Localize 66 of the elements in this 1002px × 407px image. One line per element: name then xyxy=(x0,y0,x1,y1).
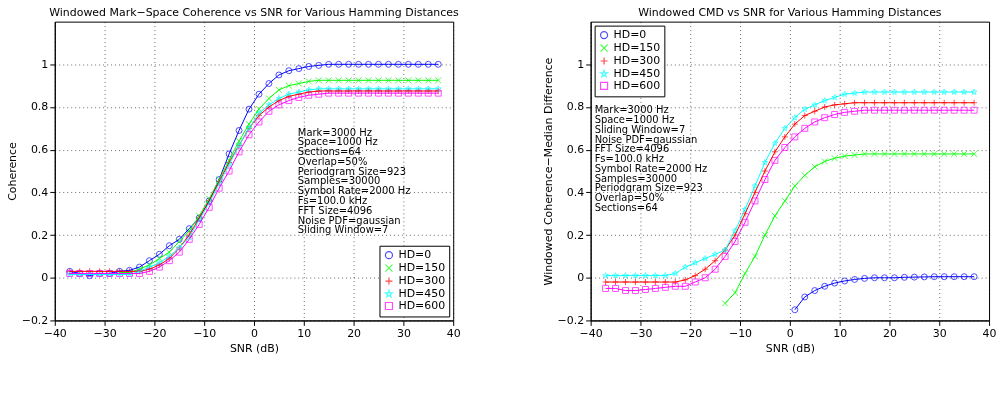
x-tick-label: 30 xyxy=(932,326,947,340)
x-tick-label: 10 xyxy=(833,326,848,340)
annotation: Sections=64 xyxy=(297,146,361,158)
y-tick-label: −0.2 xyxy=(557,313,585,327)
y-tick-label: 0.4 xyxy=(30,185,49,199)
x-tick-label: 40 xyxy=(982,326,997,340)
annotation: Overlap=50% xyxy=(594,192,665,204)
x-tick-label: −10 xyxy=(729,326,753,340)
x-tick-label: −30 xyxy=(93,326,117,340)
y-tick-label: −0.2 xyxy=(21,313,49,327)
x-tick-label: −10 xyxy=(193,326,217,340)
x-tick-label: −20 xyxy=(679,326,703,340)
x-tick-label: 30 xyxy=(396,326,411,340)
x-tick-label: 0 xyxy=(786,326,794,340)
legend-label: HD=150 xyxy=(398,261,446,275)
x-tick-label: −30 xyxy=(629,326,653,340)
y-tick-label: 0.4 xyxy=(566,185,585,199)
x-tick-label: −40 xyxy=(579,326,603,340)
annotation: Fs=100.0 kHz xyxy=(297,195,368,206)
chart-title: Windowed CMD vs SNR for Various Hamming Distances xyxy=(638,5,942,19)
x-tick-label: −40 xyxy=(43,326,67,340)
legend-label: HD=450 xyxy=(398,287,446,301)
legend-label: HD=450 xyxy=(613,66,661,80)
y-tick-label: 0.2 xyxy=(566,228,585,242)
y-tick-label: 0 xyxy=(41,271,49,285)
x-tick-label: 0 xyxy=(251,326,258,340)
annotation: Sliding Window=7 xyxy=(594,123,686,135)
y-tick-label: 0.8 xyxy=(566,100,585,114)
y-tick-label: 0.6 xyxy=(566,143,585,157)
annotation: FFT Size=4096 xyxy=(594,143,670,155)
legend-label: HD=300 xyxy=(613,53,661,67)
y-tick-label: 0.2 xyxy=(30,228,49,242)
annotation: FFT Size=4096 xyxy=(297,204,373,216)
legend-label: HD=300 xyxy=(398,274,446,288)
y-tick-label: 0 xyxy=(577,271,585,285)
annotation: Mark=3000 Hz xyxy=(594,104,669,116)
x-tick-label: 20 xyxy=(347,326,362,340)
annotation: Samples=30000 xyxy=(297,175,381,187)
legend-label: HD=150 xyxy=(613,41,661,55)
annotation: Overlap=50% xyxy=(297,155,368,167)
annotation: Periodgram Size=923 xyxy=(594,182,703,194)
y-axis-title: Coherence xyxy=(5,141,19,201)
chart-title: Windowed Mark−Space Coherence vs SNR for Various Hamming Distances xyxy=(49,5,460,19)
x-tick-label: −20 xyxy=(143,326,167,340)
x-axis-title: SNR (dB) xyxy=(765,341,815,355)
x-axis-title: SNR (dB) xyxy=(229,341,280,355)
y-tick-label: 0.6 xyxy=(30,143,49,157)
y-tick-label: 1 xyxy=(577,57,585,71)
annotation: Space=1000 Hz xyxy=(594,114,675,126)
y-tick-label: 0.8 xyxy=(30,100,49,114)
x-tick-label: 20 xyxy=(882,326,897,340)
y-tick-label: 1 xyxy=(41,57,49,71)
x-tick-label: 10 xyxy=(297,326,312,340)
annotation: Space=1000 Hz xyxy=(297,136,378,148)
x-tick-label: 40 xyxy=(446,326,461,340)
annotation: Mark=3000 Hz xyxy=(297,126,372,138)
legend-label: HD=600 xyxy=(398,298,446,312)
annotation: Symbol Rate=2000 Hz xyxy=(594,162,708,174)
legend-label: HD=0 xyxy=(613,28,647,42)
legend-label: HD=0 xyxy=(398,248,432,262)
legend-label: HD=600 xyxy=(613,78,661,92)
annotation: Fs=100.0 kHz xyxy=(594,153,665,165)
annotation: Sliding Window=7 xyxy=(297,224,389,236)
y-axis-title: Windowed Coherence−Median Difference xyxy=(541,57,555,286)
annotation: Noise PDF=gaussian xyxy=(297,214,401,226)
annotation: Symbol Rate=2000 Hz xyxy=(297,185,411,197)
